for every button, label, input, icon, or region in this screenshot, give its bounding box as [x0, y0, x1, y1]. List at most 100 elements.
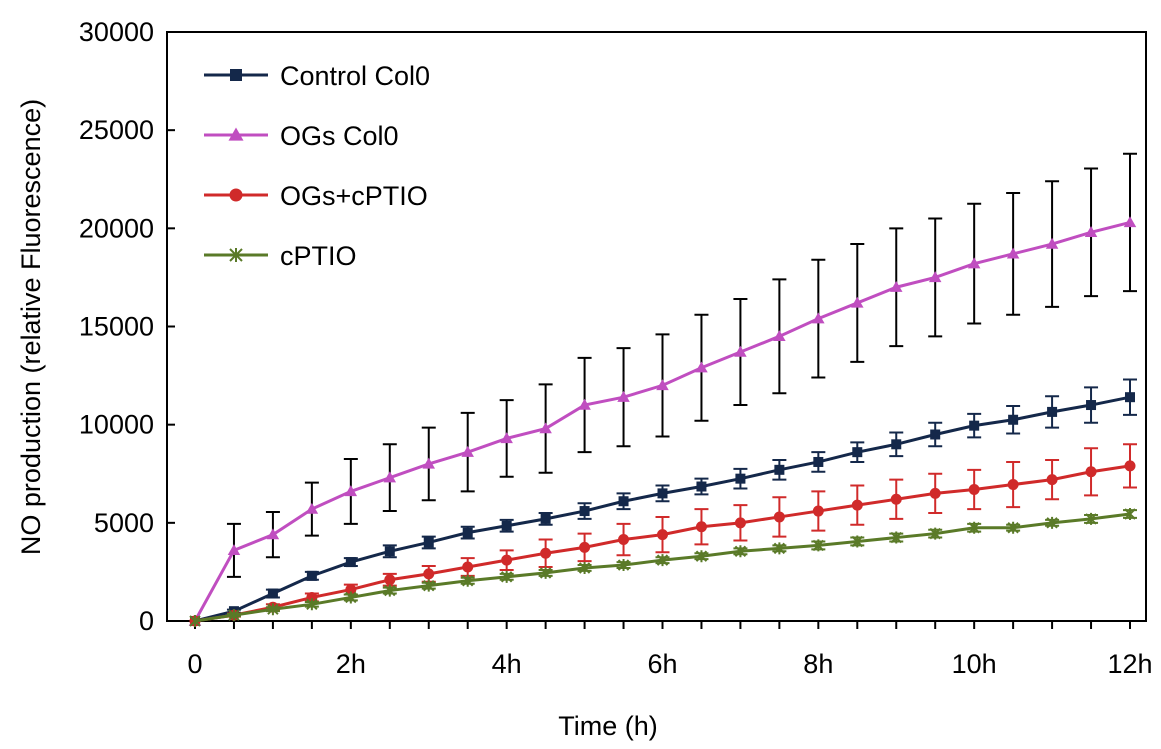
data-point: [969, 420, 980, 431]
legend-label: cPTIO: [280, 241, 357, 271]
series-cptio: [189, 507, 1137, 627]
data-point: [1046, 516, 1058, 529]
data-point: [617, 390, 630, 402]
data-point: [617, 559, 630, 572]
data-point: [539, 422, 552, 434]
legend-marker: [230, 69, 242, 81]
data-point: [423, 568, 435, 580]
data-point: [462, 527, 473, 538]
data-point: [968, 521, 980, 534]
data-point: [306, 598, 318, 611]
data-point: [695, 550, 708, 563]
data-point: [656, 554, 669, 567]
data-point: [305, 502, 319, 514]
data-point: [1085, 512, 1097, 525]
data-point: [384, 584, 396, 597]
data-point: [345, 591, 357, 604]
data-point: [578, 398, 591, 410]
x-tick-label: 0: [187, 649, 202, 679]
data-point: [266, 528, 280, 540]
data-point: [384, 574, 396, 586]
data-point: [500, 432, 513, 444]
data-point: [500, 570, 513, 583]
data-point: [851, 296, 864, 308]
data-point: [1085, 466, 1097, 478]
legend-label: OGs Col0: [280, 121, 399, 151]
data-point: [968, 483, 980, 495]
data-point: [1123, 216, 1137, 228]
data-point: [773, 330, 786, 342]
data-point: [578, 561, 591, 574]
data-point: [852, 447, 863, 458]
data-point: [227, 544, 241, 556]
data-point: [812, 312, 825, 324]
data-point: [890, 493, 902, 505]
x-tick-label: 6h: [647, 649, 677, 679]
x-axis-label: Time (h): [558, 711, 658, 741]
x-tick-label: 2h: [336, 649, 366, 679]
data-point: [773, 542, 786, 555]
series-layer: [188, 152, 1137, 627]
data-point: [735, 473, 746, 484]
y-axis-label: NO production (relative Fluorescence): [16, 99, 46, 555]
x-axis: 0 2h 4h 6h 8h 10h 12h: [187, 621, 1153, 679]
data-point: [696, 481, 707, 492]
data-point: [422, 457, 435, 469]
data-point: [851, 499, 863, 511]
data-point: [928, 271, 942, 283]
y-tick-label: 30000: [79, 17, 154, 47]
series-ogs-cptio: [189, 443, 1137, 627]
data-point: [423, 579, 435, 592]
data-point: [812, 505, 824, 517]
data-point: [657, 529, 668, 541]
data-point: [773, 511, 785, 523]
data-point: [539, 566, 552, 579]
data-point: [1006, 247, 1020, 259]
data-point: [695, 361, 708, 373]
data-point: [734, 345, 747, 357]
data-point: [228, 609, 240, 622]
data-point: [383, 471, 397, 483]
data-point: [1007, 479, 1019, 491]
data-point: [423, 537, 434, 548]
data-point: [1084, 226, 1098, 237]
data-point: [774, 464, 785, 475]
data-point: [1046, 474, 1058, 486]
legend-label: Control Col0: [280, 61, 430, 91]
data-point: [618, 534, 630, 546]
data-point: [1045, 237, 1059, 249]
legend-marker: [229, 248, 243, 262]
data-point: [540, 547, 552, 559]
data-point: [501, 554, 513, 566]
data-point: [1047, 406, 1058, 417]
data-point: [461, 445, 474, 457]
x-tick-label: 4h: [492, 649, 522, 679]
y-tick-label: 10000: [79, 410, 154, 440]
data-point: [734, 545, 747, 558]
y-tick-label: 20000: [79, 213, 154, 243]
data-point: [890, 531, 902, 544]
data-point: [267, 588, 278, 599]
data-point: [1125, 392, 1135, 403]
data-point: [462, 574, 474, 587]
legend: Control Col0 OGs Col0 OGs+cPTIO cPTIO: [204, 61, 430, 271]
data-point: [929, 487, 941, 499]
data-point: [501, 520, 512, 531]
data-point: [1124, 460, 1136, 472]
data-point: [890, 280, 903, 292]
data-point: [812, 539, 825, 552]
y-tick-label: 5000: [94, 508, 154, 538]
legend-marker: [229, 188, 243, 202]
data-point: [344, 485, 358, 497]
data-point: [929, 527, 941, 540]
series-ogs-col0: [188, 152, 1137, 626]
data-point: [618, 496, 629, 507]
data-point: [345, 584, 357, 596]
data-point: [306, 570, 317, 581]
data-point: [267, 603, 279, 616]
data-point: [462, 561, 474, 573]
data-point: [657, 488, 668, 499]
data-point: [579, 541, 591, 553]
data-point: [1086, 400, 1097, 411]
y-tick-label: 25000: [79, 115, 154, 145]
